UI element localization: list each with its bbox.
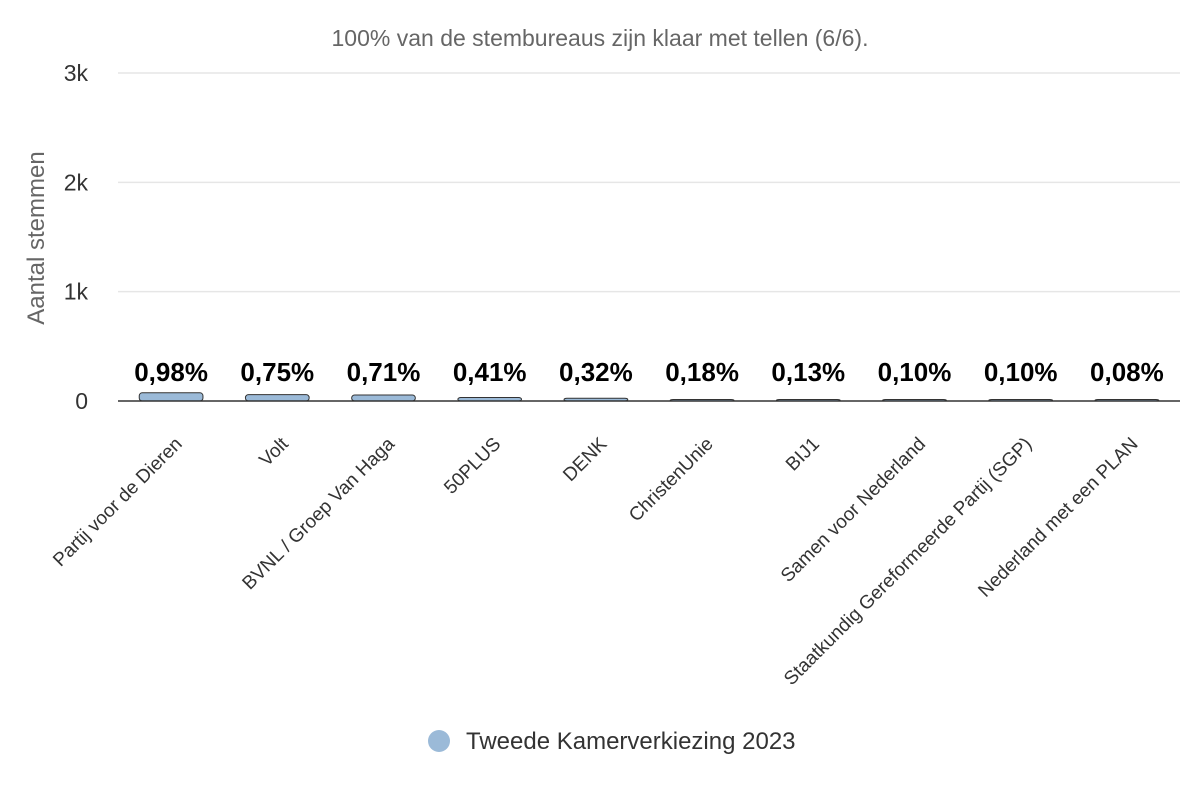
data-label: 0,10% <box>878 357 952 387</box>
y-tick-label: 0 <box>75 388 88 414</box>
y-tick-label: 3k <box>64 60 89 86</box>
data-label: 0,98% <box>134 357 208 387</box>
data-label: 0,71% <box>347 357 421 387</box>
data-labels: 0,98% 0,75% 0,71% 0,41% 0,32% 0,18% 0,13% 0,10%… <box>134 357 1164 387</box>
data-label: 0,41% <box>453 357 527 387</box>
x-tick-label: Staatkundig Gereformeerde Partij (SGP) <box>780 434 1036 690</box>
bar[interactable] <box>244 394 310 402</box>
bars <box>138 392 1160 402</box>
data-label: 0,18% <box>665 357 739 387</box>
x-tick-label: DENK <box>559 433 611 485</box>
data-label: 0,13% <box>771 357 845 387</box>
x-tick-label: Partij voor de Dieren <box>49 434 186 571</box>
data-label: 0,08% <box>1090 357 1164 387</box>
x-tick-label: 50PLUS <box>440 434 505 499</box>
x-tick-label: BIJ1 <box>782 434 824 476</box>
x-tick-label: Volt <box>256 433 294 471</box>
data-label: 0,32% <box>559 357 633 387</box>
legend-label: Tweede Kamerverkiezing 2023 <box>466 728 796 755</box>
data-label: 0,10% <box>984 357 1058 387</box>
legend-marker <box>428 730 450 752</box>
y-axis: 0 1k 2k 3k <box>64 60 89 414</box>
legend[interactable]: Tweede Kamerverkiezing 2023 <box>428 728 796 755</box>
bar[interactable] <box>351 394 416 402</box>
x-tick-label: ChristenUnie <box>625 434 718 527</box>
chart-subtitle: 100% van de stembureaus zijn klaar met t… <box>332 25 869 51</box>
y-axis-label: Aantal stemmen <box>23 151 50 324</box>
bar[interactable] <box>138 392 204 402</box>
data-label: 0,75% <box>240 357 314 387</box>
y-tick-label: 2k <box>64 169 89 195</box>
grid-lines <box>118 72 1180 293</box>
y-tick-label: 1k <box>64 279 89 305</box>
